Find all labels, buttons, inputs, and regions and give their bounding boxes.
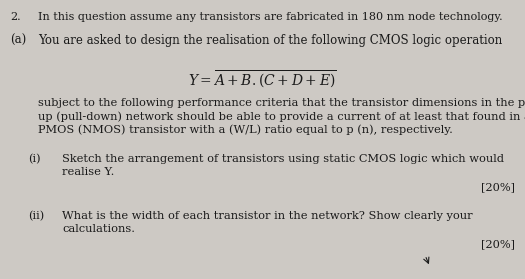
- Text: (i): (i): [28, 154, 40, 164]
- Text: (ii): (ii): [28, 211, 44, 221]
- Text: $Y = \overline{A + B.(C + D + E)}$: $Y = \overline{A + B.(C + D + E)}$: [187, 68, 337, 90]
- Text: [20%]: [20%]: [481, 239, 515, 249]
- Text: You are asked to design the realisation of the following CMOS logic operation: You are asked to design the realisation …: [38, 34, 502, 47]
- Text: subject to the following performance criteria that the transistor dimensions in : subject to the following performance cri…: [38, 98, 525, 108]
- Text: realise Y.: realise Y.: [62, 167, 114, 177]
- Text: calculations.: calculations.: [62, 224, 135, 234]
- Text: PMOS (NMOS) transistor with a (W/L) ratio equal to p (n), respectively.: PMOS (NMOS) transistor with a (W/L) rati…: [38, 124, 453, 134]
- Text: [20%]: [20%]: [481, 182, 515, 192]
- Text: (a): (a): [10, 34, 26, 47]
- Text: What is the width of each transistor in the network? Show clearly your: What is the width of each transistor in …: [62, 211, 472, 221]
- Text: In this question assume any transistors are fabricated in 180 nm node technology: In this question assume any transistors …: [38, 12, 502, 22]
- Text: Sketch the arrangement of transistors using static CMOS logic which would: Sketch the arrangement of transistors us…: [62, 154, 504, 164]
- Text: 2.: 2.: [10, 12, 20, 22]
- Text: up (pull-down) network should be able to provide a current of at least that foun: up (pull-down) network should be able to…: [38, 111, 525, 122]
